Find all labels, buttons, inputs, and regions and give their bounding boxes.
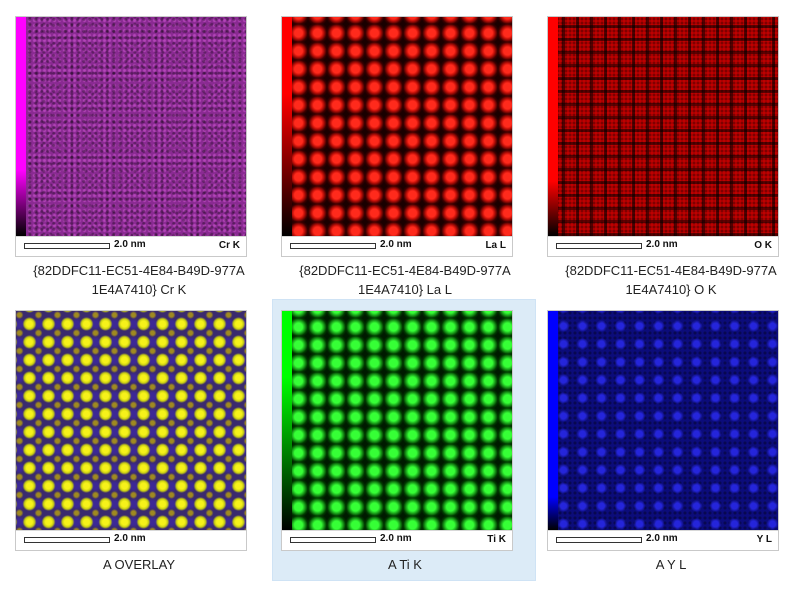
- file-name[interactable]: {82DDFC11-EC51-4E84-B49D-977A 1E4A7410} …: [7, 261, 271, 299]
- eds-map-la-l: [282, 17, 512, 236]
- file-item-cr-k[interactable]: 2.0 nm Cr K {82DDFC11-EC51-4E84-B49D-977…: [6, 5, 270, 297]
- scale-bar: [556, 243, 642, 249]
- scale-label: 2.0 nm: [114, 533, 146, 544]
- file-item-overlay[interactable]: 2.0 nm A OVERLAY: [6, 299, 270, 581]
- file-name[interactable]: A Ti K: [273, 555, 537, 574]
- thumbnail-o-k[interactable]: 2.0 nm O K: [547, 16, 779, 257]
- intensity-bar-ti-k: [282, 311, 292, 530]
- thumbnail-footer: 2.0 nm: [16, 530, 246, 550]
- thumbnail-overlay[interactable]: 2.0 nm: [15, 310, 247, 551]
- eds-map-y-l: [548, 311, 778, 530]
- intensity-bar-cr-k: [16, 17, 26, 236]
- scale-bar: [556, 537, 642, 543]
- thumbnail-footer: 2.0 nm La L: [282, 236, 512, 256]
- intensity-bar-y-l: [548, 311, 558, 530]
- scale-bar: [24, 243, 110, 249]
- file-name-line-1: A OVERLAY: [102, 557, 175, 572]
- file-name[interactable]: {82DDFC11-EC51-4E84-B49D-977A 1E4A7410} …: [539, 261, 800, 299]
- file-name-line-1: {82DDFC11-EC51-4E84-B49D-977A: [565, 263, 777, 278]
- scale-label: 2.0 nm: [380, 533, 412, 544]
- scale-label: 2.0 nm: [646, 239, 678, 250]
- file-name[interactable]: A OVERLAY: [7, 555, 271, 574]
- file-name[interactable]: A Y L: [539, 555, 800, 574]
- scale-label: 2.0 nm: [380, 239, 412, 250]
- file-item-o-k[interactable]: 2.0 nm O K {82DDFC11-EC51-4E84-B49D-977A…: [538, 5, 800, 297]
- eds-map-ti-k: [282, 311, 512, 530]
- thumbnail-footer: 2.0 nm Ti K: [282, 530, 512, 550]
- thumbnail-la-l[interactable]: 2.0 nm La L: [281, 16, 513, 257]
- scale-bar: [290, 243, 376, 249]
- channel-label: O K: [754, 240, 772, 251]
- eds-map-o-k: [548, 17, 778, 236]
- eds-map-overlay: [16, 311, 246, 530]
- scale-label: 2.0 nm: [114, 239, 146, 250]
- channel-label: La L: [485, 240, 506, 251]
- file-name[interactable]: {82DDFC11-EC51-4E84-B49D-977A 1E4A7410} …: [273, 261, 537, 299]
- thumbnail-y-l[interactable]: 2.0 nm Y L: [547, 310, 779, 551]
- eds-map-cr-k: [16, 17, 246, 236]
- channel-label: Ti K: [487, 534, 506, 545]
- intensity-bar-o-k: [548, 17, 558, 236]
- file-name-line-1: {82DDFC11-EC51-4E84-B49D-977A: [299, 263, 511, 278]
- channel-label: Y L: [756, 534, 772, 545]
- file-name-line-2: 1E4A7410} La L: [358, 282, 452, 297]
- file-name-line-2: 1E4A7410} Cr K: [91, 282, 187, 297]
- file-item-ti-k[interactable]: 2.0 nm Ti K A Ti K: [272, 299, 536, 581]
- scale-bar: [24, 537, 110, 543]
- scale-bar: [290, 537, 376, 543]
- file-name-line-2: 1E4A7410} O K: [625, 282, 717, 297]
- file-item-y-l[interactable]: 2.0 nm Y L A Y L: [538, 299, 800, 581]
- scale-label: 2.0 nm: [646, 533, 678, 544]
- thumbnail-footer: 2.0 nm Cr K: [16, 236, 246, 256]
- thumbnail-cr-k[interactable]: 2.0 nm Cr K: [15, 16, 247, 257]
- thumbnail-footer: 2.0 nm Y L: [548, 530, 778, 550]
- thumbnail-footer: 2.0 nm O K: [548, 236, 778, 256]
- file-item-la-l[interactable]: 2.0 nm La L {82DDFC11-EC51-4E84-B49D-977…: [272, 5, 536, 297]
- channel-label: Cr K: [218, 240, 240, 251]
- file-name-line-1: A Ti K: [388, 557, 422, 572]
- file-name-line-1: A Y L: [655, 557, 687, 572]
- thumbnail-ti-k[interactable]: 2.0 nm Ti K: [281, 310, 513, 551]
- file-name-line-1: {82DDFC11-EC51-4E84-B49D-977A: [33, 263, 245, 278]
- intensity-bar-la-l: [282, 17, 292, 236]
